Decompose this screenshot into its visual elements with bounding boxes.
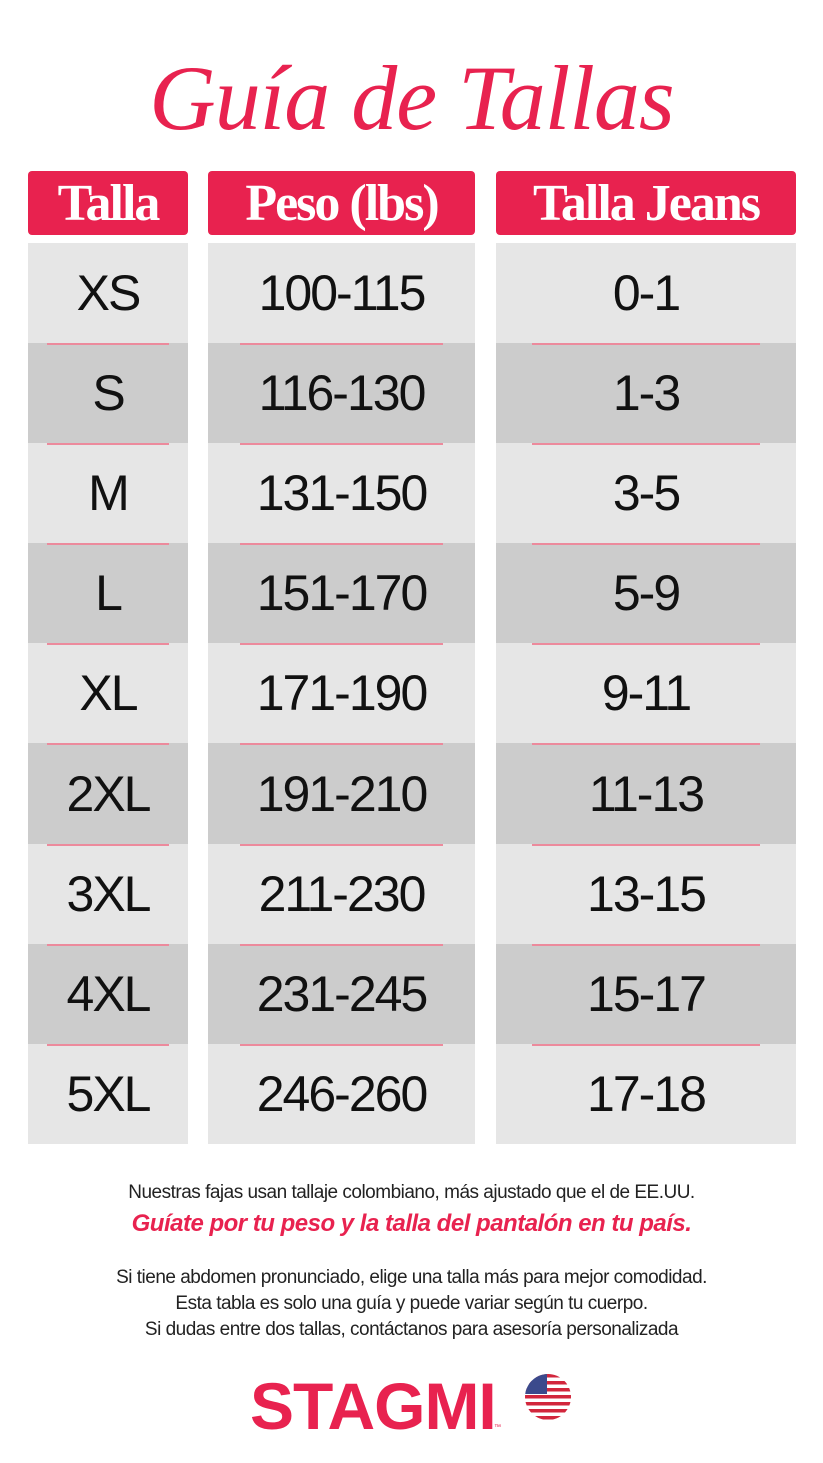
cell-jeans: 13-15 [496, 843, 796, 944]
header-talla: Talla [28, 171, 188, 235]
note-highlight: Guíate por tu peso y la talla del pantal… [131, 1210, 692, 1237]
cell-size: 5XL [28, 1043, 188, 1144]
us-flag-icon [525, 1374, 571, 1420]
cell-weight: 246-260 [208, 1043, 475, 1144]
cell-size: 4XL [28, 943, 188, 1044]
cell-jeans: 9-11 [496, 643, 796, 744]
cell-weight: 131-150 [208, 443, 475, 544]
cell-weight: 231-245 [208, 943, 475, 1044]
header-jeans: Talla Jeans [496, 171, 796, 235]
note-contact: Si dudas entre dos tallas, contáctanos p… [144, 1319, 679, 1340]
cell-weight: 151-170 [208, 543, 475, 644]
cell-jeans: 15-17 [496, 943, 796, 1044]
cell-size: XL [28, 643, 188, 744]
cell-size: XS [28, 243, 188, 344]
cell-size: S [28, 343, 188, 444]
column-talla: Talla XS S M L XL 2XL 3XL 4XL 5XL [28, 171, 188, 1144]
column-jeans: Talla Jeans 0-1 1-3 3-5 5-9 9-11 11-13 13-15 15… [496, 171, 796, 1144]
column-peso: Peso (lbs) 100-115 116-130 131-150 151-170 1… [208, 171, 475, 1144]
header-peso: Peso (lbs) [208, 171, 475, 235]
note-abdomen: Si tiene abdomen pronunciado, elige una … [116, 1267, 707, 1288]
page-title: Guía de Tallas [149, 47, 674, 149]
cell-size: M [28, 443, 188, 544]
cell-jeans: 5-9 [496, 543, 796, 644]
note-guide: Esta tabla es solo una guía y puede vari… [175, 1293, 648, 1314]
cell-weight: 211-230 [208, 843, 475, 944]
cell-weight: 191-210 [208, 743, 475, 844]
cell-weight: 100-115 [208, 243, 475, 344]
cell-size: 3XL [28, 843, 188, 944]
note-sizing: Nuestras fajas usan tallaje colombiano, … [128, 1182, 695, 1203]
cell-jeans: 0-1 [496, 243, 796, 344]
trademark: ™ [494, 1424, 501, 1431]
cell-jeans: 1-3 [496, 343, 796, 444]
cell-size: 2XL [28, 743, 188, 844]
cell-size: L [28, 543, 188, 644]
cell-weight: 116-130 [208, 343, 475, 444]
cell-weight: 171-190 [208, 643, 475, 744]
cell-jeans: 11-13 [496, 743, 796, 844]
cell-jeans: 17-18 [496, 1043, 796, 1144]
cell-jeans: 3-5 [496, 443, 796, 544]
brand-logo: STAGMI [250, 1369, 497, 1443]
